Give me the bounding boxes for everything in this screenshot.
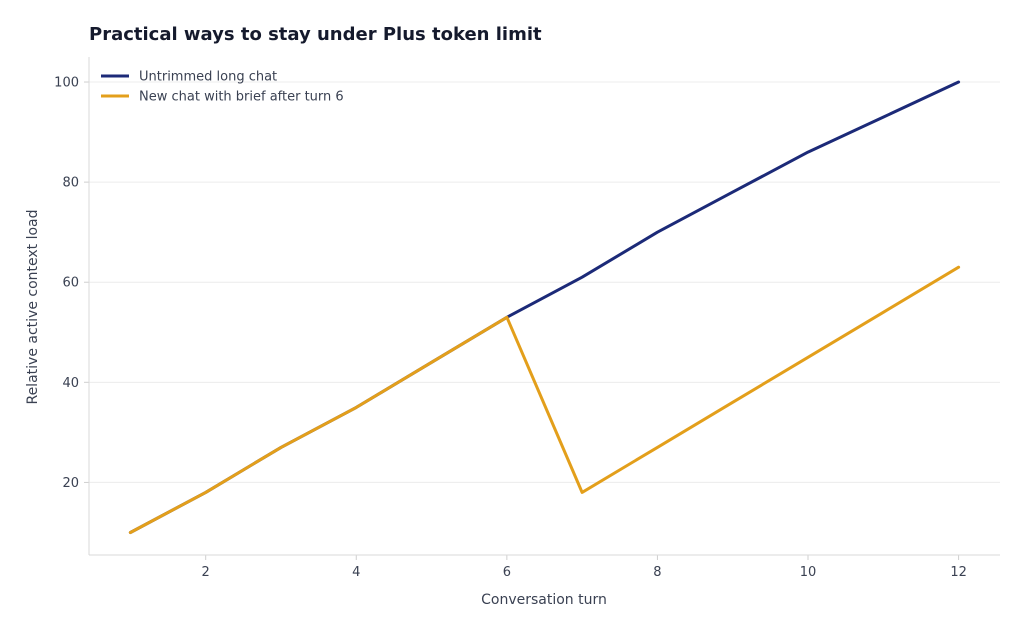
y-tick-label: 20 (62, 476, 79, 491)
series-line-2 (128, 265, 961, 534)
y-tick-label: 80 (62, 176, 79, 191)
x-tick-label: 10 (800, 565, 817, 580)
x-tick-label: 4 (352, 565, 360, 580)
x-axis-label: Conversation turn (481, 592, 607, 608)
y-tick-label: 40 (62, 376, 79, 391)
axes-layer: 20 40 60 80 100 2 4 6 8 10 12 (54, 57, 1000, 580)
x-tick-label: 12 (950, 565, 967, 580)
y-tick-label: 60 (62, 276, 79, 291)
y-axis-label: Relative active context load (25, 209, 41, 404)
y-tick-label: 100 (54, 76, 79, 91)
legend: Untrimmed long chat New chat with brief a… (101, 70, 344, 105)
x-tick-label: 6 (503, 565, 511, 580)
chart-title: Practical ways to stay under Plus token … (89, 24, 542, 45)
series-layer (128, 80, 961, 534)
x-tick-label: 2 (202, 565, 210, 580)
x-tick-label: 8 (653, 565, 661, 580)
legend-label-2: New chat with brief after turn 6 (139, 90, 344, 105)
legend-label-1: Untrimmed long chat (139, 70, 277, 85)
series-line-1 (128, 80, 961, 534)
grid-layer (89, 81, 1000, 483)
